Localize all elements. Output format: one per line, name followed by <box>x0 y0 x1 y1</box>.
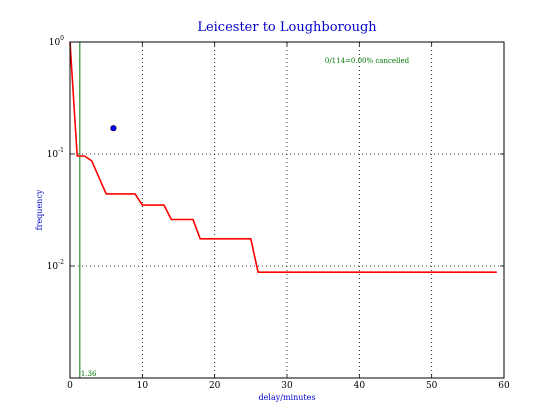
data-point <box>110 125 117 132</box>
mean-delay-label: 1.36 <box>81 370 97 378</box>
y-tick-base: 10 <box>47 262 59 272</box>
y-axis-label: frequency <box>35 189 44 230</box>
y-tick-exponent: -1 <box>58 147 64 154</box>
grid-layer <box>70 42 504 378</box>
x-tick-label: 0 <box>67 381 73 391</box>
y-tick-exponent: -2 <box>58 259 64 266</box>
y-tick-label: 10-1 <box>47 147 64 160</box>
x-tick-label: 60 <box>498 381 510 391</box>
y-tick-label: 10-2 <box>47 259 64 272</box>
series-line-0 <box>69 41 497 274</box>
x-tick-label: 20 <box>209 381 221 391</box>
y-tick-base: 10 <box>49 38 61 48</box>
x-tick-label: 50 <box>426 381 438 391</box>
y-tick-exponent: 0 <box>60 35 64 42</box>
chart-title: Leicester to Loughborough <box>197 20 377 35</box>
y-tick-label: 100 <box>49 35 64 48</box>
x-axis-label: delay/minutes <box>259 393 316 402</box>
series-layer: 1.36 <box>69 41 497 378</box>
x-tick-label: 10 <box>137 381 149 391</box>
x-tick-label: 40 <box>354 381 366 391</box>
x-tick-label: 30 <box>281 381 293 391</box>
plot-frame <box>69 41 505 379</box>
cancelled-annotation: 0/114=0.00% cancelled <box>325 57 410 65</box>
y-tick-base: 10 <box>47 150 59 160</box>
